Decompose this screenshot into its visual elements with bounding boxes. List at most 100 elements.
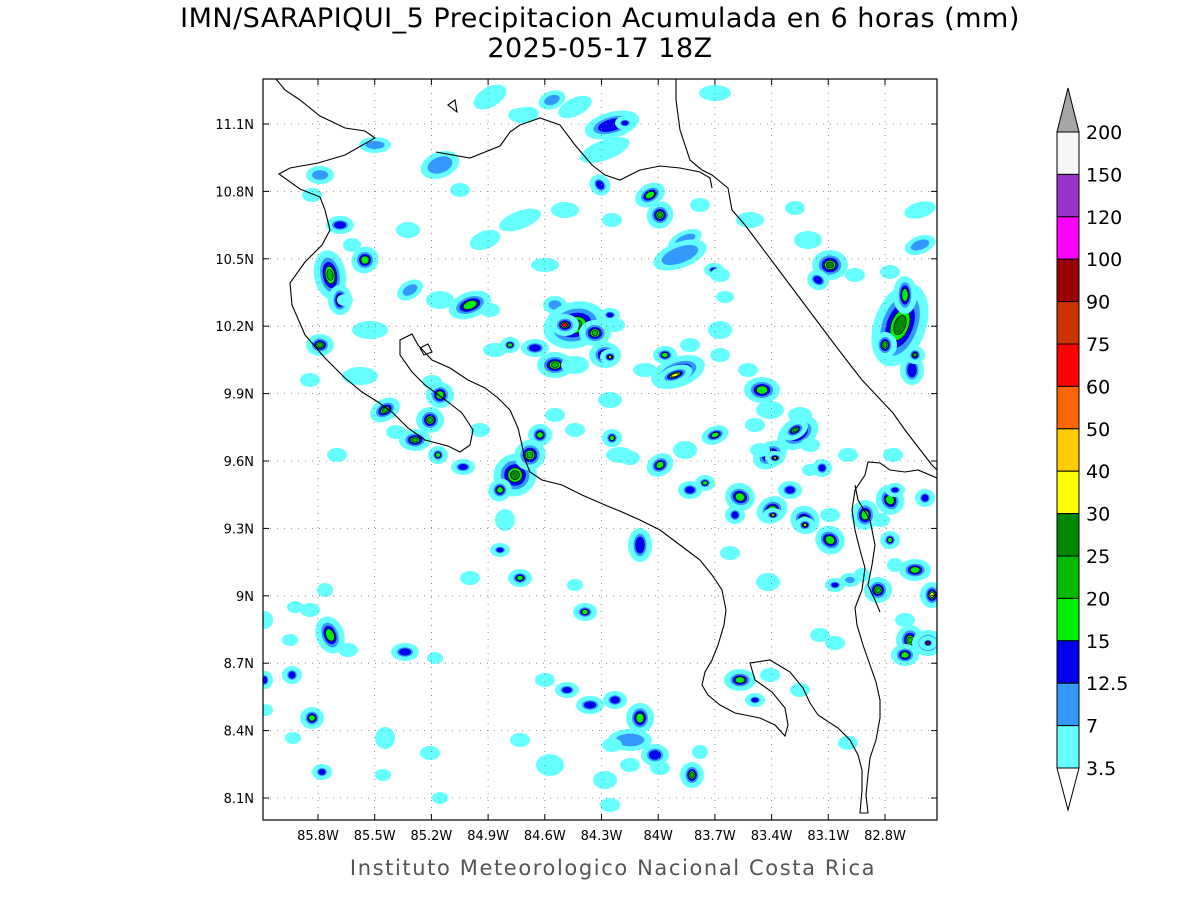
precip-contour [657,212,663,218]
precip-contour [591,330,599,336]
precip-cell [795,517,815,533]
legend-label: 150 [1086,164,1122,186]
precip-contour [317,342,323,348]
precip-contour [750,443,770,457]
precip-cell [825,636,845,650]
precip-contour [562,687,572,693]
legend-label: 50 [1086,419,1110,441]
precip-cell [351,246,379,274]
legend-swatch [1056,343,1080,387]
precip-contour [300,603,320,617]
precip-cell [535,673,555,687]
precip-contour [845,576,855,584]
legend-swatch [1056,428,1080,472]
precip-cell [469,229,501,251]
precip-cell [521,339,549,357]
legend-label: 60 [1086,376,1110,398]
precip-cell [646,453,674,477]
precip-contour [825,636,845,650]
precip-contour [508,108,532,122]
precip-cell [391,643,419,661]
precip-cell [802,464,818,476]
precip-cell [891,644,919,666]
precip-contour [343,238,361,252]
x-tick-label: 84.9W [467,829,509,844]
precip-cell [760,668,780,682]
legend-swatch [1056,513,1080,557]
precip-cell [338,643,358,657]
precip-contour [734,492,746,502]
precip-cell [692,745,708,759]
legend-label: 12.5 [1086,673,1128,695]
precip-cell [756,573,780,591]
precip-cell [710,268,730,282]
legend-swatch [1056,131,1080,175]
precip-cell [785,201,805,215]
precip-cell [573,603,597,621]
precip-contour [926,641,930,645]
precip-contour [756,401,784,419]
legend-swatch [1056,640,1080,684]
precip-contour [887,558,903,572]
precip-contour [609,435,615,441]
precip-cell [480,303,500,317]
precip-contour [883,448,903,462]
x-tick-label: 85.8W [297,829,339,844]
graticule [263,79,937,820]
precip-contour [598,392,622,408]
precip-cell [620,451,640,465]
y-tick-label: 9N [236,590,254,605]
precip-contour [342,367,378,385]
precip-contour [427,156,453,174]
footer-credit: Instituto Meteorologico Nacional Costa R… [349,856,877,880]
precip-cell [724,669,756,691]
precip-contour [535,673,555,687]
precip-cell [680,338,700,352]
precip-contour [731,511,739,519]
precip-contour [516,575,524,581]
precip-cell [317,583,333,597]
precip-cell [315,616,345,654]
precip-cell [650,761,670,775]
precip-cell [536,754,564,776]
precip-cell [508,108,532,122]
y-tick-label: 8.1N [224,792,254,807]
small-island [419,343,433,356]
precip-cell [782,419,808,441]
map-datetime: 2025-05-17 18Z [487,33,713,64]
precip-contour [450,183,470,197]
precip-contour [584,701,596,709]
precip-cell [510,733,530,747]
precip-contour [545,408,565,422]
precip-cell [904,201,936,219]
precip-cell [845,268,865,282]
precip-contour [608,355,612,359]
precip-contour [308,714,316,722]
precip-contour [650,761,670,775]
x-tick-label: 85.2W [410,829,452,844]
precip-cell [919,636,937,650]
precip-cell [300,603,320,617]
precip-contour [536,754,564,776]
precip-cell [820,508,840,522]
precip-contour [300,373,320,387]
map-title: IMN/SARAPIQUI_5 Precipitacion Acumulada … [180,3,1020,34]
precip-cell [396,222,420,238]
precip-cell [555,682,579,698]
precip-cell [653,239,707,271]
precip-contour [427,652,443,664]
precip-contour [756,573,780,591]
pacific-coastline [275,79,937,814]
precip-contour [435,452,441,458]
precip-cell [880,265,900,279]
precip-contour [810,628,830,642]
precip-cell [880,531,900,549]
precip-cell [838,448,858,462]
precip-cell [470,423,490,437]
precip-contour [692,745,708,759]
axes: 85.8W 85.5W 85.2W 84.9W 84.6W 84.3W 84W 83.7W 83… [215,79,937,844]
precip-cell [778,481,802,499]
precip-cell [490,543,510,557]
precip-cell [646,201,674,229]
